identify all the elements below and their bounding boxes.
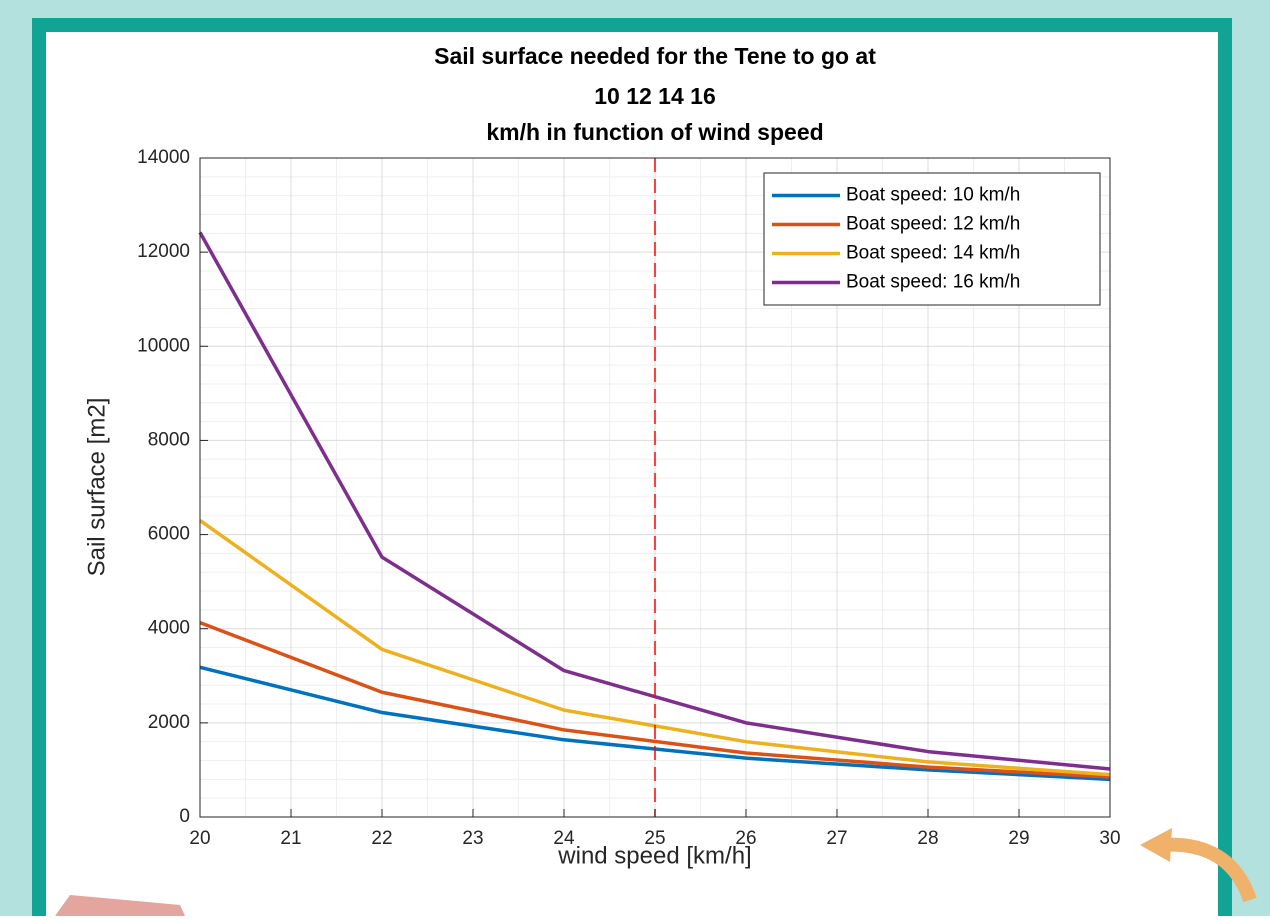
y-axis-label: Sail surface [m2] — [83, 398, 110, 577]
x-tick-label: 28 — [917, 828, 938, 849]
legend-label: Boat speed: 10 km/h — [846, 185, 1020, 206]
labels: 0 2000 4000 6000 8000 10000 12000 14000 20 21 22 23… — [137, 147, 1120, 849]
x-tick-label: 23 — [462, 828, 483, 849]
legend-label: Boat speed: 14 km/h — [846, 243, 1020, 264]
y-tick-label: 0 — [179, 806, 190, 827]
x-tick-label: 24 — [553, 828, 575, 849]
corner-decoration — [55, 895, 185, 916]
y-tick-label: 6000 — [148, 524, 190, 545]
y-tick-label: 2000 — [148, 712, 190, 733]
chart-title: Sail surface needed for the Tene to go a… — [434, 43, 876, 69]
y-tick-label: 10000 — [137, 335, 190, 356]
x-tick-label: 26 — [735, 828, 756, 849]
x-tick-label: 20 — [189, 828, 210, 849]
x-tick-label: 29 — [1008, 828, 1029, 849]
series-line — [199, 620, 1111, 779]
legend-label: Boat speed: 16 km/h — [846, 272, 1020, 293]
chart-title: 10 12 14 16 — [594, 83, 716, 109]
x-tick-label: 30 — [1099, 828, 1120, 849]
arrow-decoration — [1159, 837, 1257, 903]
y-tick-label: 8000 — [148, 429, 190, 450]
x-tick-label: 27 — [826, 828, 847, 849]
x-tick-label: 22 — [371, 828, 392, 849]
y-tick-label: 14000 — [137, 147, 190, 168]
y-tick-label: 4000 — [148, 618, 190, 639]
x-tick-label: 25 — [644, 828, 665, 849]
arrow-head — [1140, 828, 1172, 862]
chart-title: km/h in function of wind speed — [486, 119, 823, 145]
legend-label: Boat speed: 12 km/h — [846, 214, 1020, 235]
legend: Boat speed: 10 km/h Boat speed: 12 km/h Bo… — [763, 172, 1101, 306]
x-axis-label: wind speed [km/h] — [557, 842, 751, 869]
lines — [198, 158, 1111, 817]
y-tick-label: 12000 — [137, 241, 190, 262]
x-tick-label: 21 — [280, 828, 301, 849]
